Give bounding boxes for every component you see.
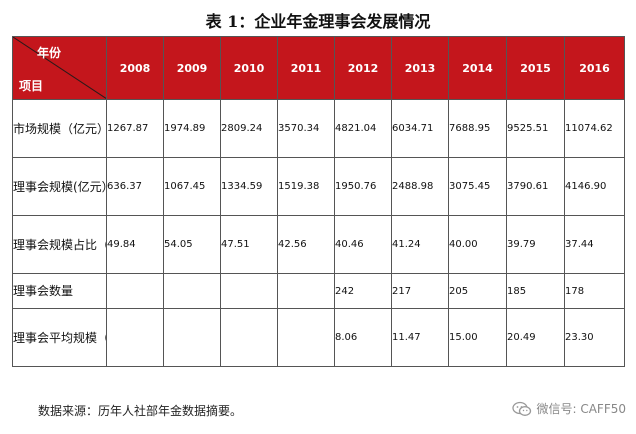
year-header: 2016 <box>564 36 625 100</box>
table-cell: 7688.95 <box>448 99 507 158</box>
table-body: 市场规模（亿元） 1267.87 1974.89 2809.24 3570.34… <box>12 99 625 367</box>
table-cell <box>163 308 221 367</box>
table-cell: 3075.45 <box>448 157 507 216</box>
year-header: 2011 <box>277 36 335 100</box>
row-label: 理事会规模(亿元） <box>12 157 107 216</box>
table-cell: 15.00 <box>448 308 507 367</box>
year-header: 2014 <box>448 36 507 100</box>
watermark: 微信号: CAFF50 <box>512 400 626 417</box>
table-cell <box>220 308 278 367</box>
table-cell: 1067.45 <box>163 157 221 216</box>
table-title: 表 1：企业年金理事会发展情况 <box>205 12 431 31</box>
table-cell: 4146.90 <box>564 157 625 216</box>
year-header: 2009 <box>163 36 221 100</box>
table-cell: 2809.24 <box>220 99 278 158</box>
table-cell: 11.47 <box>391 308 449 367</box>
table-cell: 42.56 <box>277 215 335 274</box>
table-cell: 1334.59 <box>220 157 278 216</box>
table-cell: 47.51 <box>220 215 278 274</box>
table-cell <box>277 308 335 367</box>
table-cell: 11074.62 <box>564 99 625 158</box>
table-cell: 1267.87 <box>106 99 164 158</box>
data-source-note: 数据来源：历年人社部年金数据摘要。 <box>38 404 243 418</box>
watermark-text: 微信号: CAFF50 <box>536 402 626 416</box>
table-cell: 8.06 <box>334 308 392 367</box>
table-cell: 49.84 <box>106 215 164 274</box>
row-label: 理事会规模占比（%） <box>12 215 107 274</box>
table-cell <box>106 308 164 367</box>
table-cell: 4821.04 <box>334 99 392 158</box>
table-row: 市场规模（亿元） 1267.87 1974.89 2809.24 3570.34… <box>12 99 625 158</box>
table-cell: 54.05 <box>163 215 221 274</box>
table-cell: 217 <box>391 273 449 309</box>
table-cell: 3570.34 <box>277 99 335 158</box>
diagonal-divider <box>13 37 106 99</box>
year-header: 2013 <box>391 36 449 100</box>
table-cell: 1950.76 <box>334 157 392 216</box>
table-row: 理事会规模占比（%） 49.84 54.05 47.51 42.56 40.46… <box>12 215 625 274</box>
table-cell: 41.24 <box>391 215 449 274</box>
wechat-icon <box>512 401 532 417</box>
year-header: 2008 <box>106 36 164 100</box>
table-cell <box>163 273 221 309</box>
table-cell: 39.79 <box>506 215 565 274</box>
year-header: 2012 <box>334 36 392 100</box>
table-cell <box>220 273 278 309</box>
table-cell: 205 <box>448 273 507 309</box>
table-cell: 37.44 <box>564 215 625 274</box>
table-cell: 3790.61 <box>506 157 565 216</box>
row-label: 理事会数量 <box>12 273 107 309</box>
table-cell: 9525.51 <box>506 99 565 158</box>
table-row: 理事会平均规模（亿元） 8.06 11.47 15.00 20.49 23.30 <box>12 308 625 367</box>
table-cell: 1519.38 <box>277 157 335 216</box>
table-cell <box>277 273 335 309</box>
table-row: 理事会数量 242 217 205 185 178 <box>12 273 625 309</box>
pension-council-table: 年份 项目 2008 2009 2010 2011 2012 2013 2014… <box>12 36 625 367</box>
table-cell: 6034.71 <box>391 99 449 158</box>
table-header: 年份 项目 2008 2009 2010 2011 2012 2013 2014… <box>12 36 625 100</box>
table-cell: 23.30 <box>564 308 625 367</box>
table-cell: 242 <box>334 273 392 309</box>
table-cell: 20.49 <box>506 308 565 367</box>
table-cell: 40.46 <box>334 215 392 274</box>
table-cell <box>106 273 164 309</box>
year-header: 2015 <box>506 36 565 100</box>
table-cell: 178 <box>564 273 625 309</box>
corner-year-label: 年份 <box>37 46 62 60</box>
row-label: 市场规模（亿元） <box>12 99 107 158</box>
table-cell: 1974.89 <box>163 99 221 158</box>
table-cell: 40.00 <box>448 215 507 274</box>
table-cell: 2488.98 <box>391 157 449 216</box>
table-cell: 636.37 <box>106 157 164 216</box>
row-label: 理事会平均规模（亿元） <box>12 308 107 367</box>
table-cell: 185 <box>506 273 565 309</box>
corner-item-label: 项目 <box>19 79 44 93</box>
corner-header-cell: 年份 项目 <box>12 36 107 100</box>
table-row: 理事会规模(亿元） 636.37 1067.45 1334.59 1519.38… <box>12 157 625 216</box>
year-header: 2010 <box>220 36 278 100</box>
